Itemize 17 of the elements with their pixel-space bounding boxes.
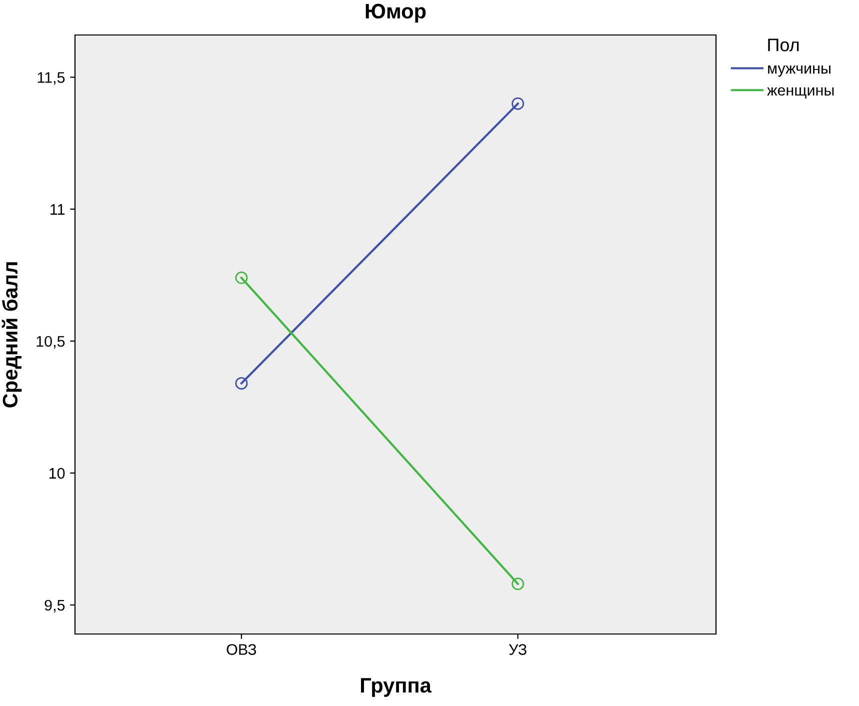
legend-label: женщины — [767, 87, 834, 99]
y-tick-label: 10 — [49, 468, 65, 479]
point — [512, 97, 524, 110]
legend-title: Пол — [768, 38, 799, 52]
y-tick-label: 11 — [50, 204, 65, 215]
y-tick-label: 11,5 — [38, 72, 65, 85]
y-tick-label: 9,5 — [44, 600, 65, 612]
y-axis-title: Средний балл — [2, 262, 22, 408]
point — [512, 578, 524, 590]
point — [235, 272, 248, 284]
y-tick-label: 10,5 — [36, 336, 65, 349]
x-axis-title: Группа — [360, 678, 432, 697]
x-tick-label: ОВЗ — [226, 644, 256, 655]
legend-label: мужчины — [768, 66, 830, 77]
x-tick-label: УЗ — [508, 644, 526, 655]
chart-title: Юмор — [366, 4, 426, 23]
point — [235, 377, 248, 390]
